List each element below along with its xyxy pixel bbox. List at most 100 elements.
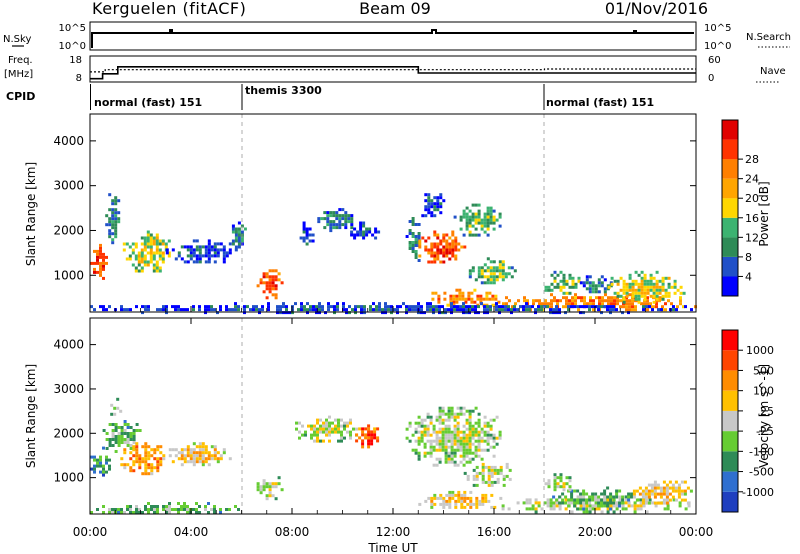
heatmap-cell [243,305,246,309]
heatmap-cell [588,284,592,288]
heatmap-cell [414,305,417,309]
heatmap-cell [132,448,136,452]
x-tick-label: 20:00 [578,525,613,539]
heatmap-cell [625,302,628,306]
heatmap-cell [204,311,207,315]
heatmap-cell [579,507,583,511]
heatmap-cell [676,288,680,292]
heatmap-cell [466,477,470,481]
heatmap-cell [207,457,211,461]
heatmap-cell [310,436,313,440]
heatmap-cell [180,454,184,458]
heatmap-cell [102,473,105,477]
heatmap-cell [168,511,171,514]
heatmap-cell [152,263,156,267]
heatmap-cell [442,239,446,243]
heatmap-cell [556,299,559,303]
heatmap-cell [423,430,427,434]
velocity-panel-frame [89,317,697,515]
heatmap-cell [332,220,336,224]
heatmap-cell [449,297,453,301]
heatmap-cell [99,455,102,459]
heatmap-cell [471,457,475,461]
heatmap-cell [561,501,565,505]
heatmap-cell [111,208,115,212]
heatmap-cell [186,260,190,264]
heatmap-cell [442,502,446,506]
heatmap-cell [674,498,678,502]
heatmap-cell [381,308,384,312]
heatmap-cell [468,430,472,434]
heatmap-cell [589,302,592,306]
heatmap-cell [207,248,211,252]
heatmap-cell [643,276,647,280]
heatmap-cell [628,308,631,312]
heatmap-cell [455,297,459,301]
heatmap-cell [567,498,571,502]
heatmap-cell [186,505,189,508]
heatmap-cell [486,436,490,440]
heatmap-cell [460,505,464,509]
heatmap-cell [114,435,118,438]
heatmap-cell [487,471,491,475]
heatmap-cell [408,308,411,312]
heatmap-cell [362,224,366,228]
heatmap-cell [555,504,559,508]
heatmap-cell [568,273,572,277]
heatmap-cell [609,492,613,496]
heatmap-cell [102,258,105,262]
heatmap-cell [390,308,393,312]
heatmap-cell [615,504,619,508]
heatmap-cell [553,479,557,483]
heatmap-cell [177,251,181,255]
heatmap-cell [634,288,638,292]
heatmap-cell [656,486,660,490]
heatmap-cell [498,272,502,276]
heatmap-cell [454,242,458,246]
heatmap-cell [591,305,594,309]
heatmap-cell [528,308,531,312]
heatmap-cell [426,427,430,431]
heatmap-cell [438,418,442,422]
heatmap-cell [231,227,235,231]
heatmap-cell [111,435,115,438]
heatmap-cell [465,433,469,437]
heatmap-cell [350,217,354,221]
heatmap-cell [652,294,656,298]
heatmap-cell [597,278,601,282]
heatmap-cell [591,498,595,502]
heatmap-cell [582,501,586,505]
heatmap-cell [502,302,505,306]
heatmap-cell [671,483,675,487]
heatmap-cell [210,305,213,309]
heatmap-cell [207,251,211,255]
heatmap-cell [325,430,328,434]
heatmap-cell [634,270,638,274]
heatmap-cell [465,212,469,216]
heatmap-cell [505,474,509,478]
heatmap-cell [571,296,574,300]
heatmap-cell [336,302,339,306]
heatmap-cell [99,261,102,265]
heatmap-cell [574,282,578,286]
heatmap-cell [459,412,463,416]
heatmap-cell [498,311,501,315]
heatmap-cell [481,465,485,469]
heatmap-cell [564,501,568,505]
heatmap-cell [222,448,226,452]
heatmap-cell [450,406,454,410]
heatmap-cell [501,275,505,279]
heatmap-cell [656,492,660,496]
heatmap-cell [129,508,132,511]
heatmap-cell [267,302,270,306]
heatmap-cell [466,474,470,478]
heatmap-cell [168,502,171,505]
heatmap-cell [490,465,494,469]
heatmap-cell [414,235,418,238]
heatmap-cell [156,308,159,312]
heatmap-cell [639,498,643,502]
heatmap-cell [319,430,322,434]
heatmap-cell [149,248,153,252]
heatmap-cell [636,504,640,508]
heatmap-cell [603,504,607,508]
